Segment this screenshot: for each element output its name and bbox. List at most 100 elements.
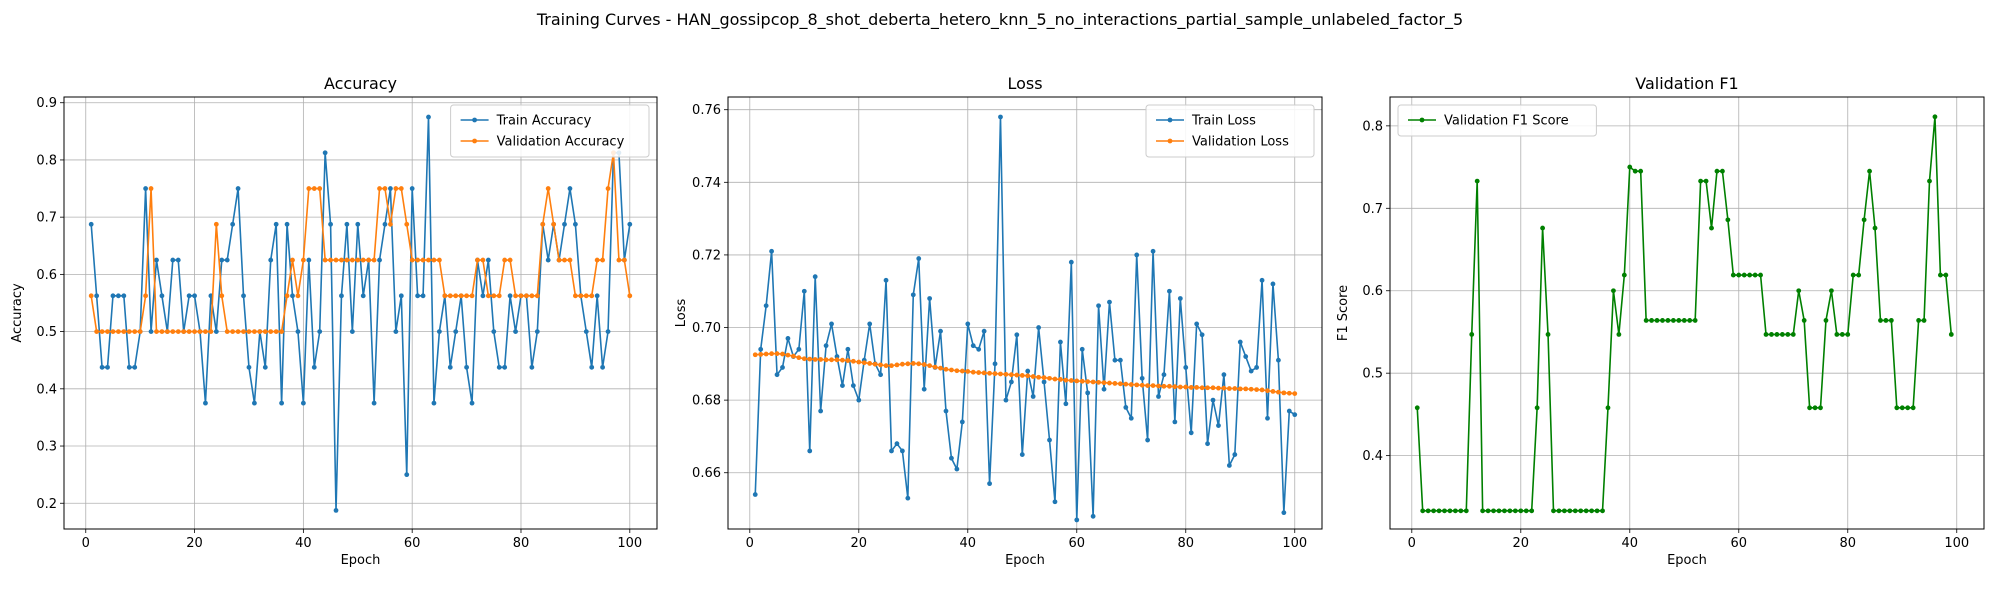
data-point — [1205, 385, 1210, 391]
data-point — [589, 293, 595, 299]
data-point — [1823, 318, 1829, 323]
data-point — [1025, 373, 1031, 379]
data-point — [181, 329, 187, 334]
data-point — [502, 364, 508, 370]
data-point — [99, 364, 105, 370]
data-point — [1491, 508, 1496, 514]
data-point — [981, 328, 987, 334]
data-point — [567, 186, 573, 191]
data-point — [1128, 382, 1134, 387]
data-point — [834, 357, 840, 363]
data-point — [344, 221, 350, 227]
data-point — [867, 361, 873, 366]
x-tick-label: 100 — [1944, 536, 1969, 551]
data-point — [1741, 272, 1747, 278]
x-tick-label: 60 — [404, 536, 421, 551]
data-point — [1856, 272, 1862, 278]
data-point — [992, 361, 998, 367]
data-point — [1008, 372, 1014, 378]
subplots: 0 20 40 60 80 100 0.2 0.3 0.4 0.5 0.6 0.7 0.8 0.9 Accu… — [10, 74, 1985, 568]
data-point — [1205, 441, 1210, 447]
legend-entry-label: Validation Loss — [1192, 135, 1289, 150]
data-point — [981, 370, 987, 376]
y-axis-label: F1 Score — [1336, 285, 1351, 341]
data-point — [1627, 164, 1633, 170]
plot-frame — [1389, 96, 1985, 530]
data-point — [938, 365, 943, 371]
y-tick-label: 0.72 — [692, 248, 721, 263]
data-point — [1243, 386, 1249, 392]
data-point — [1248, 386, 1254, 392]
data-point — [279, 329, 285, 334]
data-point — [1670, 318, 1676, 323]
data-point — [491, 329, 497, 334]
data-point — [1758, 272, 1763, 278]
data-point — [1237, 339, 1243, 345]
data-point — [110, 329, 116, 334]
data-point — [572, 221, 578, 227]
data-point — [420, 257, 426, 263]
data-point — [899, 361, 905, 367]
data-point — [1058, 377, 1063, 382]
data-point — [246, 329, 252, 334]
data-point — [398, 293, 404, 299]
data-point — [1172, 384, 1178, 390]
data-point — [1796, 288, 1802, 294]
data-point — [143, 186, 149, 191]
x-tick-label: 40 — [960, 536, 977, 551]
data-point — [1600, 508, 1605, 514]
data-point — [88, 221, 94, 227]
data-point — [1123, 404, 1129, 410]
data-point — [295, 329, 301, 334]
data-point — [1134, 252, 1140, 258]
data-point — [1425, 508, 1431, 514]
legend-entry-label: Train Accuracy — [496, 114, 592, 129]
data-point — [235, 186, 241, 191]
data-point — [1927, 178, 1932, 184]
data-point — [295, 293, 301, 299]
data-point — [480, 257, 486, 263]
data-point — [1188, 430, 1194, 436]
data-point — [861, 360, 867, 366]
data-point — [1248, 368, 1254, 374]
data-point — [583, 329, 589, 334]
data-point — [420, 293, 426, 299]
data-point — [621, 257, 627, 263]
data-point — [562, 221, 567, 227]
data-point — [910, 361, 916, 366]
data-point — [1172, 419, 1178, 425]
x-tick-label: 100 — [1282, 536, 1307, 551]
data-point — [1420, 508, 1426, 514]
data-point — [872, 361, 878, 367]
data-point — [1276, 357, 1281, 363]
x-axis-label: Epoch — [341, 553, 381, 568]
data-point — [1899, 405, 1905, 411]
data-point — [1436, 508, 1442, 514]
data-point — [1254, 365, 1260, 370]
legend-marker — [1167, 138, 1173, 144]
data-point — [1259, 277, 1265, 283]
data-point — [1281, 510, 1287, 516]
data-point — [1692, 318, 1698, 323]
data-point — [1687, 318, 1693, 323]
data-point — [1414, 405, 1420, 411]
data-point — [1243, 354, 1249, 359]
data-point — [600, 364, 605, 370]
data-point — [1161, 372, 1167, 378]
data-point — [992, 371, 998, 377]
data-point — [943, 408, 949, 414]
data-point — [143, 293, 149, 299]
data-point — [126, 364, 132, 370]
y-tick-label: 0.2 — [36, 497, 57, 512]
data-point — [1112, 381, 1118, 386]
data-point — [1545, 332, 1551, 337]
data-point — [268, 329, 274, 334]
data-point — [627, 293, 633, 299]
data-point — [355, 221, 361, 227]
data-point — [507, 293, 513, 299]
data-point — [1867, 168, 1872, 174]
data-point — [1943, 272, 1949, 278]
legend-entry-label: Validation Accuracy — [497, 135, 625, 150]
data-point — [1948, 332, 1954, 337]
